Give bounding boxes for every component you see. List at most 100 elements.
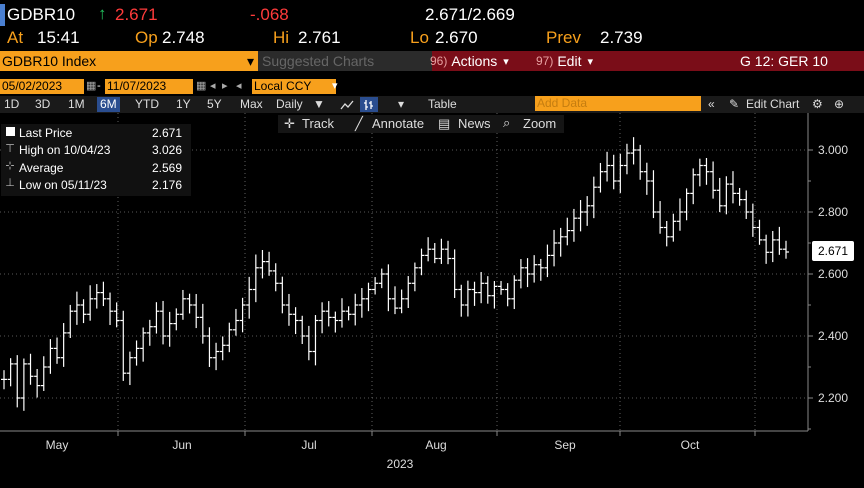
y-tick-label: 2.800 <box>818 205 848 219</box>
period-max[interactable]: Max <box>240 97 263 111</box>
bid-ask: 2.671/2.669 <box>425 5 515 24</box>
period-6m[interactable]: 6M <box>97 97 120 112</box>
price-bar <box>663 220 670 247</box>
price-bar <box>239 297 246 333</box>
at-time: 15:41 <box>37 28 80 47</box>
add-data-input[interactable]: Add Data <box>535 96 701 111</box>
price-bar <box>703 158 710 185</box>
zoom-out-icon[interactable]: ⊕ <box>834 97 845 111</box>
suggested-charts-button[interactable]: Suggested Charts <box>258 51 432 71</box>
series-swatch[interactable] <box>5 127 15 136</box>
price-bar <box>285 293 292 326</box>
period-1y[interactable]: 1Y <box>176 97 191 111</box>
price-bar <box>504 283 511 307</box>
collapse-icon[interactable]: « <box>708 97 715 111</box>
step-back-icon[interactable]: ◂ <box>210 80 216 92</box>
pan-left-icon[interactable]: ◂ <box>236 80 242 92</box>
price-bar <box>623 143 630 175</box>
bar-chart-icon[interactable] <box>360 97 378 112</box>
suggested-charts-label: Suggested Charts <box>262 53 375 69</box>
price-bar <box>67 304 74 339</box>
price-bar <box>484 276 491 304</box>
line-chart-icon[interactable] <box>340 97 354 112</box>
chevron-down-icon[interactable]: ▾ <box>332 80 338 92</box>
price-bar <box>358 288 365 318</box>
menubar: GDBR10 Index ▾ Suggested Charts 96) Acti… <box>0 51 864 71</box>
step-forward-icon[interactable]: ▸ <box>222 80 228 92</box>
pencil-icon[interactable]: ✎ <box>729 97 740 111</box>
function-label: G 12: GER 10 <box>740 53 828 69</box>
price-bar <box>107 292 114 326</box>
x-tick-label: Jul <box>301 438 316 452</box>
price-bar <box>610 154 617 190</box>
price-bar <box>146 319 153 346</box>
zoom-icon[interactable]: ⌕ <box>503 115 511 130</box>
security-field[interactable]: GDBR10 Index ▾ <box>0 51 258 71</box>
price-bar <box>478 271 485 304</box>
price-bar <box>385 264 392 312</box>
price-change: -.068 <box>250 5 289 24</box>
price-bar <box>319 302 326 334</box>
chevron-down-icon[interactable]: ▼ <box>313 97 325 111</box>
zoom-button[interactable]: Zoom <box>523 116 557 131</box>
price-bar <box>179 289 186 320</box>
price-bar <box>213 342 220 371</box>
price-bar <box>544 244 551 278</box>
price-bar <box>226 322 233 353</box>
start-date-field[interactable]: 05/02/2023 <box>0 79 84 94</box>
price-bar <box>716 177 723 213</box>
price-bar <box>378 268 385 289</box>
price-bar <box>471 281 478 306</box>
price-bar <box>80 299 87 324</box>
price-bar <box>1 370 7 390</box>
news-icon[interactable]: ▤ <box>438 116 451 131</box>
date-range-bar: 05/02/2023 ▦ - 11/07/2023 ▦ ◂ ▸ ◂ Local … <box>0 79 864 96</box>
price-bar <box>252 254 259 303</box>
price-chart[interactable]: 3.000 2.800 2.600 2.400 2.200 May Jun Jul Aug Se… <box>0 113 864 488</box>
price-bar <box>557 227 564 257</box>
period-ytd[interactable]: YTD <box>135 97 159 111</box>
price-bar <box>464 280 471 317</box>
currency-select[interactable]: Local CCY <box>252 79 336 94</box>
price-bar <box>696 158 703 187</box>
edit-chart-button[interactable]: Edit Chart <box>746 97 800 111</box>
period-3d[interactable]: 3D <box>35 97 51 111</box>
chevron-down-icon[interactable]: ▾ <box>398 97 405 111</box>
frequency-select[interactable]: Daily <box>276 97 303 111</box>
price-bar <box>458 284 465 317</box>
chart-settings-icon[interactable]: ⚙ <box>812 97 823 111</box>
period-1d[interactable]: 1D <box>4 97 20 111</box>
annotate-icon[interactable]: ╱ <box>355 116 363 131</box>
price-bar <box>736 187 743 206</box>
end-date-field[interactable]: 11/07/2023 <box>105 79 193 94</box>
annotate-button[interactable]: Annotate <box>372 116 425 131</box>
price-bar <box>498 280 505 295</box>
crosshair-icon[interactable]: ✛ <box>284 116 295 131</box>
price-bar <box>206 327 213 367</box>
table-button[interactable]: Table <box>428 97 457 111</box>
at-label: At <box>7 28 24 47</box>
legend-low-value: 2.176 <box>152 178 183 192</box>
price-bar <box>783 240 789 259</box>
security-marker <box>0 4 5 26</box>
price-bar <box>431 243 438 264</box>
price-bar <box>60 323 67 367</box>
price-bar <box>418 248 425 276</box>
security-name: GDBR10 Index <box>2 53 97 69</box>
track-button[interactable]: Track <box>302 116 335 131</box>
period-5y[interactable]: 5Y <box>207 97 222 111</box>
low-marker-icon: ⊥ <box>5 177 15 189</box>
legend-low-label: Low on 05/11/23 <box>19 178 107 192</box>
price-bar <box>100 281 107 307</box>
price-bar <box>272 263 279 292</box>
edit-menu[interactable]: 97) Edit ▾ <box>536 51 612 71</box>
actions-menu[interactable]: 96) Actions ▾ <box>430 51 533 71</box>
news-button[interactable]: News <box>458 116 491 131</box>
price-bar <box>617 153 624 193</box>
period-1m[interactable]: 1M <box>68 97 85 111</box>
calendar-icon[interactable]: ▦ <box>86 80 97 92</box>
y-tick-label: 2.600 <box>818 267 848 281</box>
price-bar <box>7 358 14 387</box>
calendar-icon[interactable]: ▦ <box>196 80 207 92</box>
chart-legend: Last Price 2.671 ⊤ High on 10/04/23 3.02… <box>1 124 191 196</box>
